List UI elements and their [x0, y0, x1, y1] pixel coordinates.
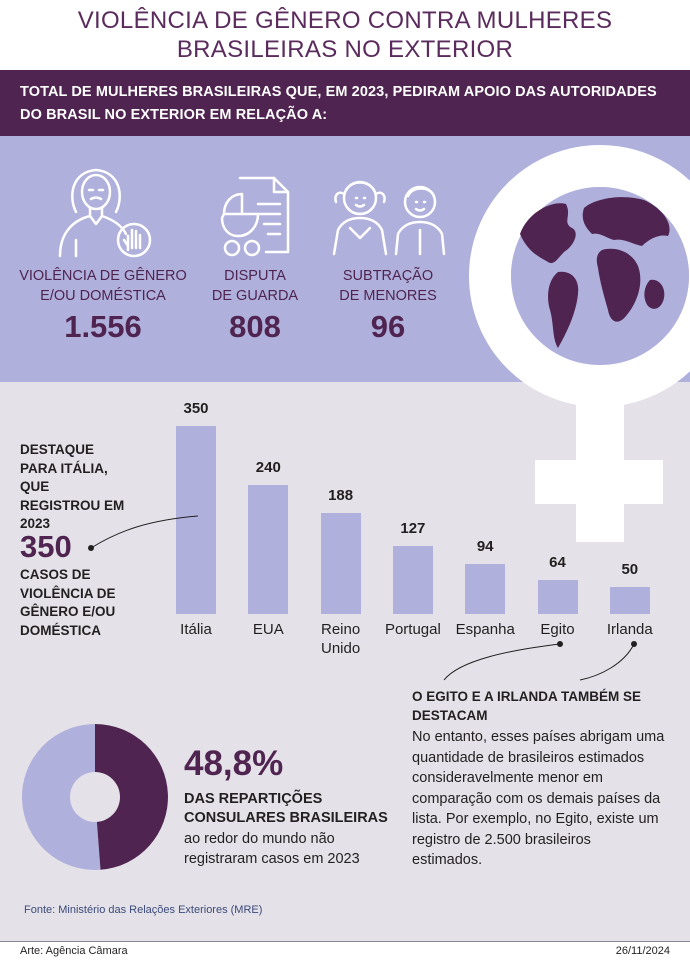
italy-outro-line: VIOLÊNCIA DE: [20, 585, 116, 601]
italy-connector-dot: [88, 545, 94, 551]
italy-highlight-value: 350: [20, 529, 72, 564]
bar: [248, 485, 289, 614]
italy-intro-line: REGISTROU EM: [20, 497, 125, 513]
stat-label-abduction-line1: SUBTRAÇÃO: [342, 268, 434, 284]
donut-label-line3: ao redor do mundo não: [184, 831, 335, 847]
source-note: Fonte: Ministério das Relações Exteriore…: [24, 904, 263, 916]
credit: Arte: Agência Câmara: [20, 945, 128, 957]
egypt-ireland-body-line: consideravelmente menor em: [412, 770, 604, 786]
bar-category-label: Itália: [151, 620, 241, 639]
subtitle-line2: DO BRASIL NO EXTERIOR EM RELAÇÃO A:: [20, 107, 328, 123]
italy-highlight-intro: DESTAQUE PARA ITÁLIA, QUE REGISTROU EM 2…: [20, 441, 124, 534]
subtitle-line1: TOTAL DE MULHERES BRASILEIRAS QUE, EM 20…: [20, 84, 657, 100]
italy-intro-line: 2023: [20, 516, 51, 531]
stat-value-violence: 1.556: [64, 309, 142, 344]
egypt-ireland-body-line: lista. Por exemplo, no Egito, existe um: [412, 811, 659, 827]
bar-value-label: 94: [476, 537, 494, 555]
bar-category-line: EUA: [252, 621, 284, 638]
stat-value-abduction: 96: [370, 309, 406, 344]
stroller-document-icon: [220, 176, 290, 257]
bar: [392, 545, 433, 614]
italy-outro-line: DOMÉSTICA: [20, 622, 101, 638]
stat-label-abduction-line2: DE MENORES: [339, 288, 437, 304]
bar-category-label: Portugal: [368, 620, 458, 639]
stat-label-custody: DISPUTA DE GUARDA: [160, 266, 350, 306]
bar-category-line: Espanha: [455, 621, 515, 638]
italy-intro-line: QUE: [20, 479, 50, 494]
donut-slice-rest: [21, 724, 101, 870]
bar-category-label: EUA: [223, 620, 313, 639]
bar-category-label: Egito: [513, 620, 603, 639]
donut-label-line1: DAS REPARTIÇÕES: [184, 791, 323, 807]
egypt-ireland-body: No entanto, esses países abrigam uma qua…: [412, 727, 682, 871]
italy-outro-line: CASOS DE: [20, 567, 91, 582]
title-band: VIOLÊNCIA DE GÊNERO CONTRA MULHERES BRAS…: [0, 0, 690, 70]
subtitle-band: TOTAL DE MULHERES BRASILEIRAS QUE, EM 20…: [0, 70, 690, 136]
donut-percent: 48,8%: [184, 744, 284, 783]
egypt-ireland-body-line: quantidade de brasileiros estimados: [412, 749, 645, 766]
donut-chart: [21, 724, 168, 870]
bar-category-line: Unido: [320, 640, 361, 657]
egypt-ireland-body-line: No entanto, esses países abrigam uma: [412, 729, 665, 745]
stat-label-abduction: SUBTRAÇÃO DE MENORES: [293, 266, 483, 306]
egypt-connector-dot: [557, 641, 563, 647]
italy-intro-line: DESTAQUE: [20, 442, 95, 457]
donut-label-line2: CONSULARES BRASILEIRAS: [184, 810, 388, 826]
egypt-ireland-body-line: comparação com os demais países da: [412, 790, 661, 807]
bar-value-label: 64: [549, 553, 566, 571]
bar-category-label: Irlanda: [585, 620, 675, 639]
egypt-ireland-title: O EGITO E A IRLANDA TAMBÉM SE DESTACAM: [412, 687, 682, 725]
stat-label-custody-line2: DE GUARDA: [211, 288, 299, 304]
italy-connector: [90, 515, 199, 549]
bar-category-label: Reino Unido: [296, 620, 386, 658]
egypt-ireland-body-line: estimados.: [412, 852, 483, 868]
bar-category-line: Reino: [320, 621, 361, 638]
stat-label-violence-line1: VIOLÊNCIA DE GÊNERO: [19, 268, 187, 284]
bar: [176, 426, 216, 614]
bar-category-line: Portugal: [384, 621, 441, 638]
stat-label-violence-line2: E/OU DOMÉSTICA: [40, 288, 166, 304]
ireland-connector: [579, 643, 635, 681]
woman-stop-hand-icon: [58, 168, 152, 258]
children-icon: [332, 180, 446, 256]
bar-category-line: Itália: [180, 621, 212, 638]
bar-value-label: 127: [400, 519, 426, 537]
donut-label-line4: registraram casos em 2023: [184, 851, 360, 867]
bar-category-label: Espanha: [440, 620, 530, 639]
egypt-ireland-body-line: registro de 2.500 brasileiros: [412, 831, 591, 848]
bar-value-label: 50: [621, 561, 639, 579]
page-title-line2: BRASILEIRAS NO EXTERIOR: [176, 36, 514, 63]
egypt-ireland-title-line: DESTACAM: [412, 708, 488, 723]
page-title-line1: VIOLÊNCIA DE GÊNERO CONTRA MULHERES: [77, 7, 613, 34]
ireland-connector-dot: [631, 641, 637, 647]
bar: [537, 579, 578, 614]
publish-date: 26/11/2024: [615, 945, 670, 957]
bar-value-label: 188: [328, 487, 354, 505]
bar-value-label: 350: [183, 400, 209, 417]
stat-label-custody-line1: DISPUTA: [224, 268, 286, 284]
bar: [465, 563, 506, 614]
bar-value-label: 240: [255, 459, 281, 477]
bar: [609, 587, 650, 614]
bar-category-line: Irlanda: [606, 621, 653, 638]
italy-intro-line: PARA ITÁLIA,: [20, 460, 108, 476]
stat-label-violence: VIOLÊNCIA DE GÊNERO E/OU DOMÉSTICA: [8, 266, 198, 306]
female-symbol-globe-icon: [469, 145, 690, 542]
stat-value-custody: 808: [229, 309, 281, 344]
egypt-ireland-title-line: O EGITO E A IRLANDA TAMBÉM SE: [412, 689, 642, 704]
egypt-connector: [443, 643, 561, 681]
italy-outro-line: GÊNERO E/OU: [20, 604, 116, 619]
italy-highlight-outro: CASOS DE VIOLÊNCIA DE GÊNERO E/OU DOMÉST…: [20, 566, 116, 640]
donut-hole: [70, 772, 120, 822]
bar-category-line: Egito: [540, 621, 575, 638]
footer-bar: Arte: Agência Câmara 26/11/2024: [0, 941, 690, 962]
donut-slice-no-cases: [95, 724, 168, 870]
bar: [320, 513, 361, 614]
